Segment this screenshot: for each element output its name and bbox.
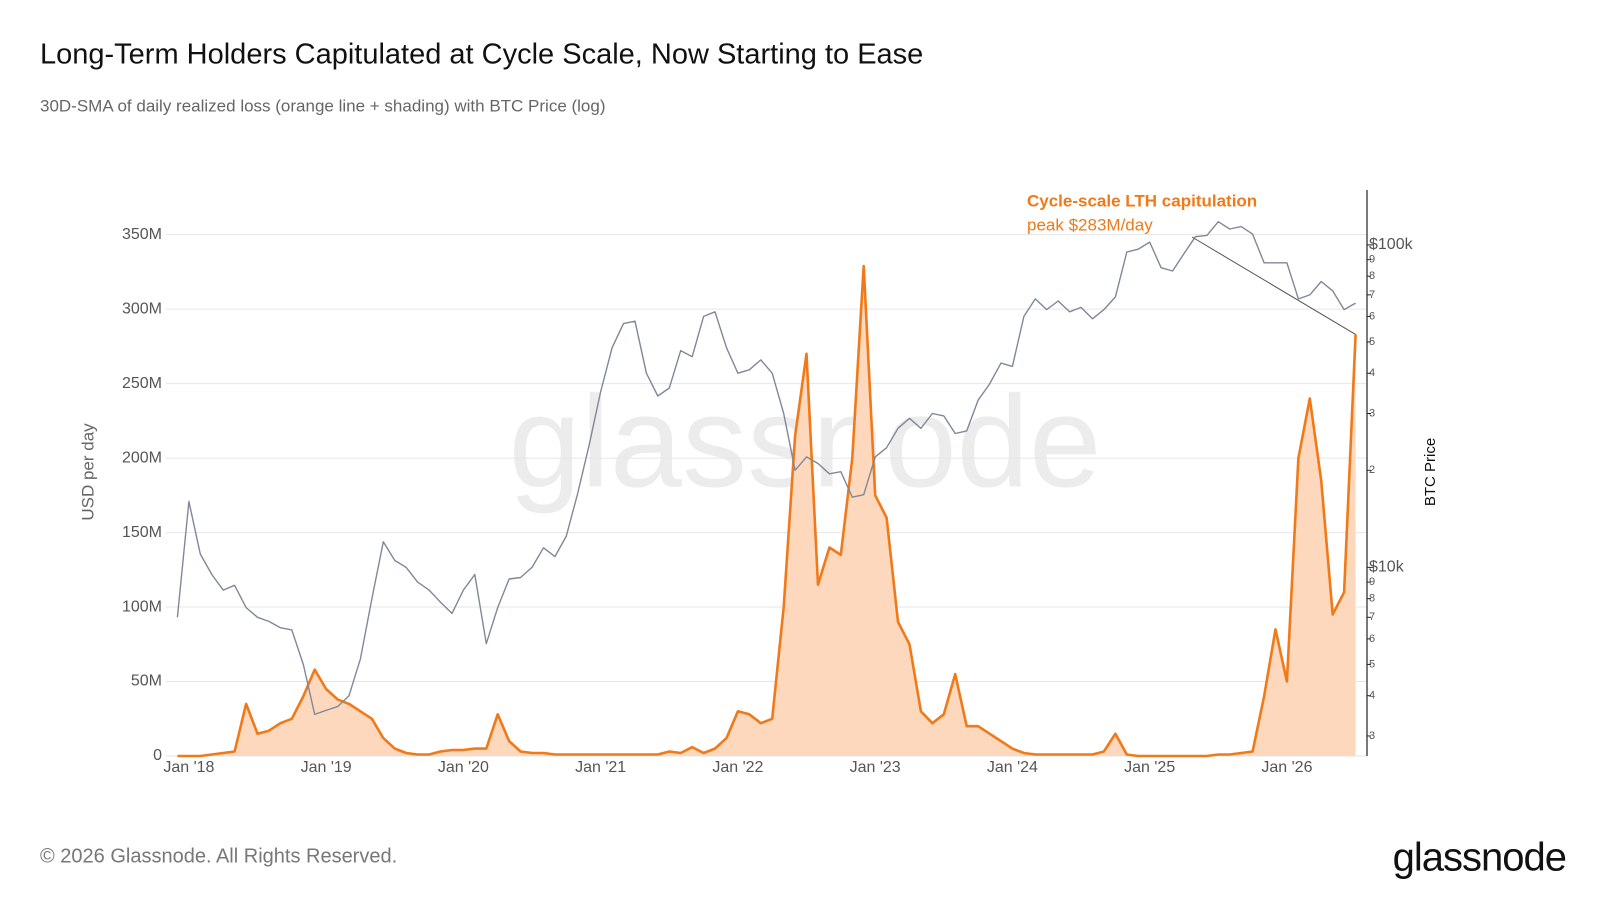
chart-subtitle: 30D-SMA of daily realized loss (orange l… [40,96,606,115]
y-tick-label: 350M [122,226,162,243]
plot [176,221,1357,758]
x-tick-label: Jan '25 [1124,759,1175,776]
x-tick-label: Jan '21 [575,759,626,776]
y2-tick-label: 5 [1369,658,1375,670]
y2-tick-label: 7 [1369,289,1375,301]
x-tick-label: Jan '22 [712,759,763,776]
x-tick-label: Jan '23 [850,759,901,776]
line [176,221,1356,716]
y2-tick-label: 3 [1369,730,1375,742]
y-tick-label: 0 [153,747,162,764]
y2-tick-label: 4 [1369,690,1375,702]
y2-tick-label: 9 [1369,254,1375,266]
y2-tick-label: 6 [1369,633,1375,645]
y-axis-label: USD per day [78,423,97,521]
footer: © 2026 Glassnode. All Rights Reserved. [40,845,397,867]
y2-tick-label: 7 [1369,611,1375,623]
y2-tick-label: 3 [1369,407,1375,419]
y-tick-label: 300M [122,300,162,317]
x-tick-label: Jan '18 [163,759,214,776]
annotation-line [1191,236,1356,335]
y2-axis-label: BTC Price [1422,438,1439,506]
y-tick-label: 150M [122,524,162,541]
y-tick-label: 50M [131,673,162,690]
x-tick-label: Jan '26 [1261,759,1312,776]
y2-tick-label: 6 [1369,310,1375,322]
y-tick-label: 100M [122,598,162,615]
y2-tick-label: 9 [1369,576,1375,588]
x-tick-label: Jan '19 [301,759,352,776]
y2-tick-label: 4 [1369,367,1375,379]
y-tick-label: 250M [122,375,162,392]
x-tick-label: Jan '24 [987,759,1038,776]
y2-tick-label: $100k [1369,236,1414,253]
annotation-title: Cycle-scale LTH capitulation [1027,191,1257,210]
y2-tick-label: $10k [1369,559,1405,576]
annotation-text: peak $283M/day [1027,215,1153,234]
logo: glassnode [1393,836,1566,880]
grid: 050M100M150M200M250M300M350M3456789$10k2… [122,190,1414,776]
x-tick-label: Jan '20 [438,759,489,776]
y2-tick-label: 8 [1369,270,1375,282]
y-tick-label: 200M [122,449,162,466]
y2-tick-label: 5 [1369,336,1375,348]
chart-title: Long-Term Holders Capitulated at Cycle S… [40,39,923,71]
line [177,264,1357,758]
y2-tick-label: 2 [1369,464,1375,476]
y2-tick-label: 8 [1369,593,1375,605]
